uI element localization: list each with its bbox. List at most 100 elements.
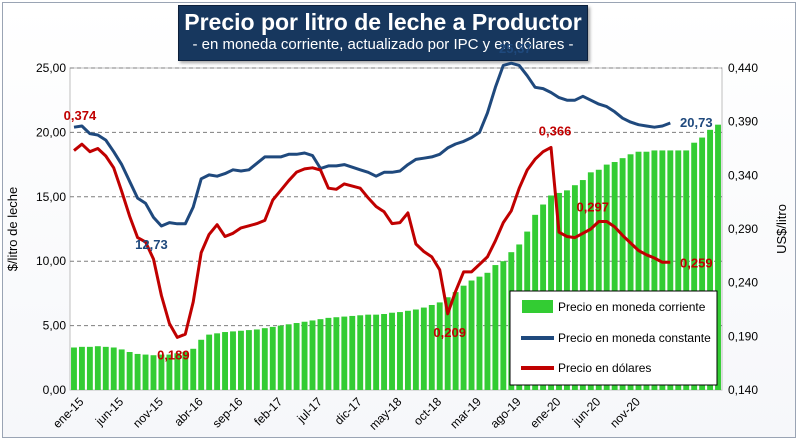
bar (691, 142, 698, 390)
bar (230, 331, 236, 390)
y-right-tick-label: 0,290 (728, 222, 758, 236)
bar (659, 150, 666, 390)
line-constante (73, 61, 671, 228)
bar (436, 302, 443, 390)
bar (245, 330, 252, 390)
y-left-tick-label: 5,00 (43, 319, 67, 333)
bar (269, 326, 276, 390)
bar (94, 346, 101, 390)
x-tick-label: abr-16 (171, 394, 206, 429)
x-tick-label: feb-17 (251, 394, 285, 428)
x-tick-label: mar-19 (447, 394, 484, 431)
bar (301, 321, 308, 390)
x-tick-label: may-18 (366, 394, 404, 432)
x-tick-label: oct-18 (411, 394, 445, 428)
bar (190, 348, 197, 390)
bar (699, 137, 706, 390)
x-tick-label: sep-16 (210, 394, 246, 430)
bar (571, 185, 578, 390)
x-tick-label: jul-17 (294, 394, 326, 426)
y-left-tick-label: 25,00 (36, 61, 66, 75)
bar (317, 319, 324, 390)
x-tick-label: jun-20 (569, 394, 603, 428)
x-tick-label: jun-15 (92, 394, 126, 428)
bar (365, 314, 372, 390)
bar (349, 315, 356, 390)
bar (198, 339, 205, 390)
bar (651, 150, 658, 390)
annotation-label: 0,366 (539, 123, 572, 138)
x-tick-label: nov-20 (607, 394, 643, 430)
annotation-label: 12,73 (135, 237, 168, 252)
annotation-label: 25,37 (499, 41, 532, 56)
chart-subtitle: - en moneda corriente, actualizado por I… (192, 36, 574, 53)
y-right-tick-label: 0,440 (728, 61, 758, 75)
bar (134, 353, 141, 390)
bar (381, 314, 388, 390)
y-right-tick-label: 0,390 (728, 115, 758, 129)
legend-label-corriente: Precio en moneda corriente (558, 300, 706, 314)
bar (126, 352, 133, 390)
bar (110, 347, 117, 390)
bar (603, 164, 610, 390)
bar (238, 330, 244, 390)
bar (500, 261, 507, 390)
legend-label-dolares: Precio en dólares (558, 361, 651, 375)
y-left-tick-label: 20,00 (36, 125, 66, 139)
line-dolares (73, 142, 671, 339)
y-left-ticks: 0,00 5,00 10,00 15,00 20,00 25,00 (36, 61, 66, 397)
bar (404, 310, 411, 390)
x-ticks: ene-15 jun-15 nov-15 abr-16 sep-16 feb-17 jul-… (50, 394, 643, 432)
bar (564, 190, 570, 390)
bar (667, 150, 674, 390)
bar (389, 312, 395, 390)
gridlines (70, 67, 722, 327)
x-tick-label: nov-15 (130, 394, 166, 430)
legend-label-constante: Precio en moneda constante (558, 331, 711, 345)
bar (397, 312, 403, 390)
y-right-tick-label: 0,140 (728, 383, 758, 397)
x-tick-label: ene-15 (50, 394, 87, 431)
chart-title-box: Precio por litro de leche a Productor - … (178, 5, 588, 61)
bar (253, 329, 260, 390)
bar (206, 334, 213, 390)
bar (627, 154, 634, 390)
annotations: 0,374 0,189 12,73 0,209 25,37 0,366 0,297 20,73… (64, 41, 713, 362)
bar (214, 333, 221, 390)
x-tick-label: dic-17 (332, 394, 365, 427)
bar (492, 265, 499, 390)
y-left-tick-label: 10,00 (36, 254, 66, 268)
bar (683, 150, 690, 390)
bar (619, 158, 626, 390)
x-tick-label: ago-19 (487, 394, 524, 431)
annotation-label: 0,259 (680, 255, 713, 270)
bar (428, 304, 435, 390)
y-right-tick-label: 0,340 (728, 168, 758, 182)
bar (420, 307, 427, 390)
bar (78, 346, 85, 390)
bar (444, 297, 451, 390)
series-lines (73, 61, 671, 339)
bar (341, 316, 348, 390)
bar (174, 353, 181, 390)
bar (277, 325, 284, 390)
bar (484, 272, 491, 390)
bar (707, 129, 714, 390)
bar (635, 151, 642, 390)
bar (166, 354, 173, 390)
annotation-label: 20,73 (680, 115, 713, 130)
bar (412, 309, 419, 390)
bar (285, 324, 292, 390)
bar (142, 354, 149, 390)
legend: Precio en moneda corriente Precio en mon… (509, 290, 718, 386)
bar (643, 151, 650, 390)
bar (293, 323, 300, 390)
y-right-tick-label: 0,190 (728, 329, 758, 343)
bar (452, 292, 459, 390)
bar (71, 347, 77, 390)
annotation-label: 0,209 (433, 325, 466, 340)
bar (357, 315, 364, 390)
y-left-tick-label: 0,00 (43, 383, 67, 397)
annotation-label: 0,297 (576, 199, 609, 214)
